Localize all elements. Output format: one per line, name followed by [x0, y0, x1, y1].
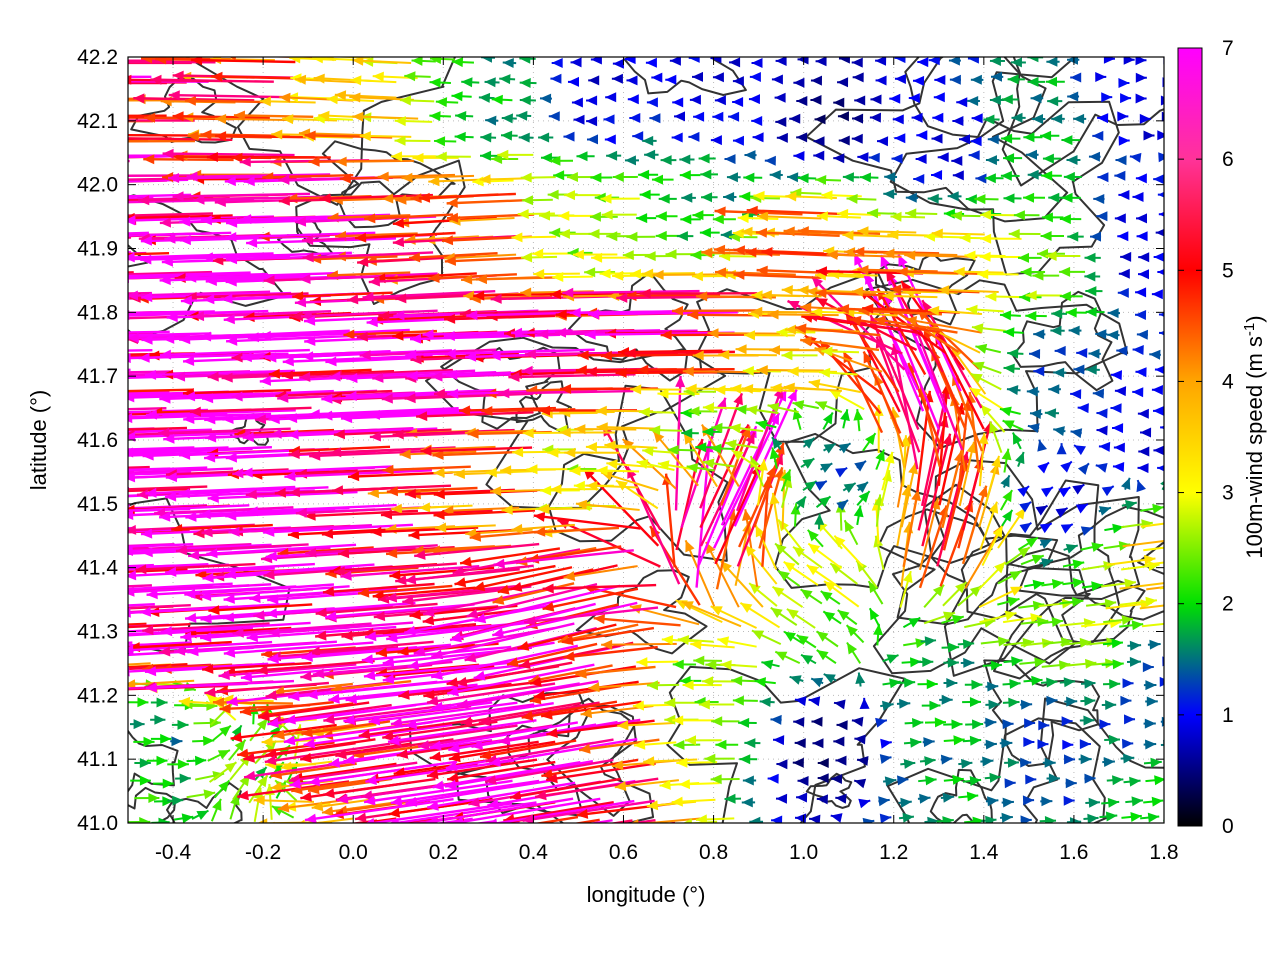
colorbar-tick-label: 1 [1222, 704, 1234, 727]
y-tick-label: 41.4 [77, 557, 118, 580]
y-tick-label: 41.6 [77, 429, 118, 452]
x-tick-label: 1.8 [1149, 841, 1178, 864]
wind-vector [143, 159, 233, 160]
colorbar-tick-label: 4 [1222, 370, 1234, 393]
y-tick-label: 41.9 [77, 238, 118, 261]
y-tick-label: 42.0 [77, 174, 118, 197]
y-tick-label: 41.3 [77, 621, 118, 644]
x-tick-label: 0.4 [519, 841, 549, 864]
x-axis-label: longitude (°) [587, 882, 706, 907]
colorbar-tick-label: 5 [1222, 259, 1234, 282]
colorbar-tick-label: 7 [1222, 37, 1234, 60]
x-tick-label: 1.0 [789, 841, 818, 864]
x-tick-label: 0.6 [609, 841, 638, 864]
wind-vector [215, 119, 288, 120]
y-tick-label: 41.0 [77, 812, 118, 835]
wind-vector [672, 310, 758, 311]
wind-vector [234, 115, 313, 116]
y-tick-label: 41.2 [77, 684, 118, 707]
wind-vector [213, 702, 293, 703]
x-tick-label: 0.2 [429, 841, 458, 864]
colorbar-gradient [1178, 48, 1202, 826]
wind-vector [601, 644, 677, 645]
y-axis-label: latitude (°) [26, 390, 51, 491]
x-tick-label: 1.4 [969, 841, 999, 864]
x-tick-label: 0.0 [339, 841, 368, 864]
wind-vector [696, 296, 776, 297]
x-tick-label: 0.8 [699, 841, 728, 864]
colorbar-tick-label: 3 [1222, 482, 1234, 505]
wind-vector [336, 161, 414, 162]
colorbar-tick-label: 0 [1222, 815, 1234, 838]
wind-vector [215, 136, 312, 137]
y-tick-label: 41.1 [77, 748, 118, 771]
y-tick-label: 41.5 [77, 493, 118, 516]
x-tick-label: -0.2 [245, 841, 281, 864]
wind-vector [625, 352, 735, 353]
colorbar-tick-label: 6 [1222, 148, 1234, 171]
y-tick-label: 41.8 [77, 301, 118, 324]
x-tick-label: 1.6 [1059, 841, 1088, 864]
wind-vector [163, 154, 295, 155]
wind-vector [117, 138, 232, 140]
wind-vector [185, 101, 271, 103]
colorbar-label: 100m-wind speed (m s-1) [1241, 315, 1268, 558]
y-tick-label: 42.2 [77, 46, 118, 69]
wind-vector [601, 355, 700, 356]
colorbar-tick-label: 2 [1222, 593, 1234, 616]
y-tick-label: 41.7 [77, 365, 118, 388]
x-tick-label: -0.4 [155, 841, 192, 864]
wind-vector [661, 335, 759, 336]
y-tick-label: 42.1 [77, 110, 118, 133]
x-tick-label: 1.2 [879, 841, 908, 864]
